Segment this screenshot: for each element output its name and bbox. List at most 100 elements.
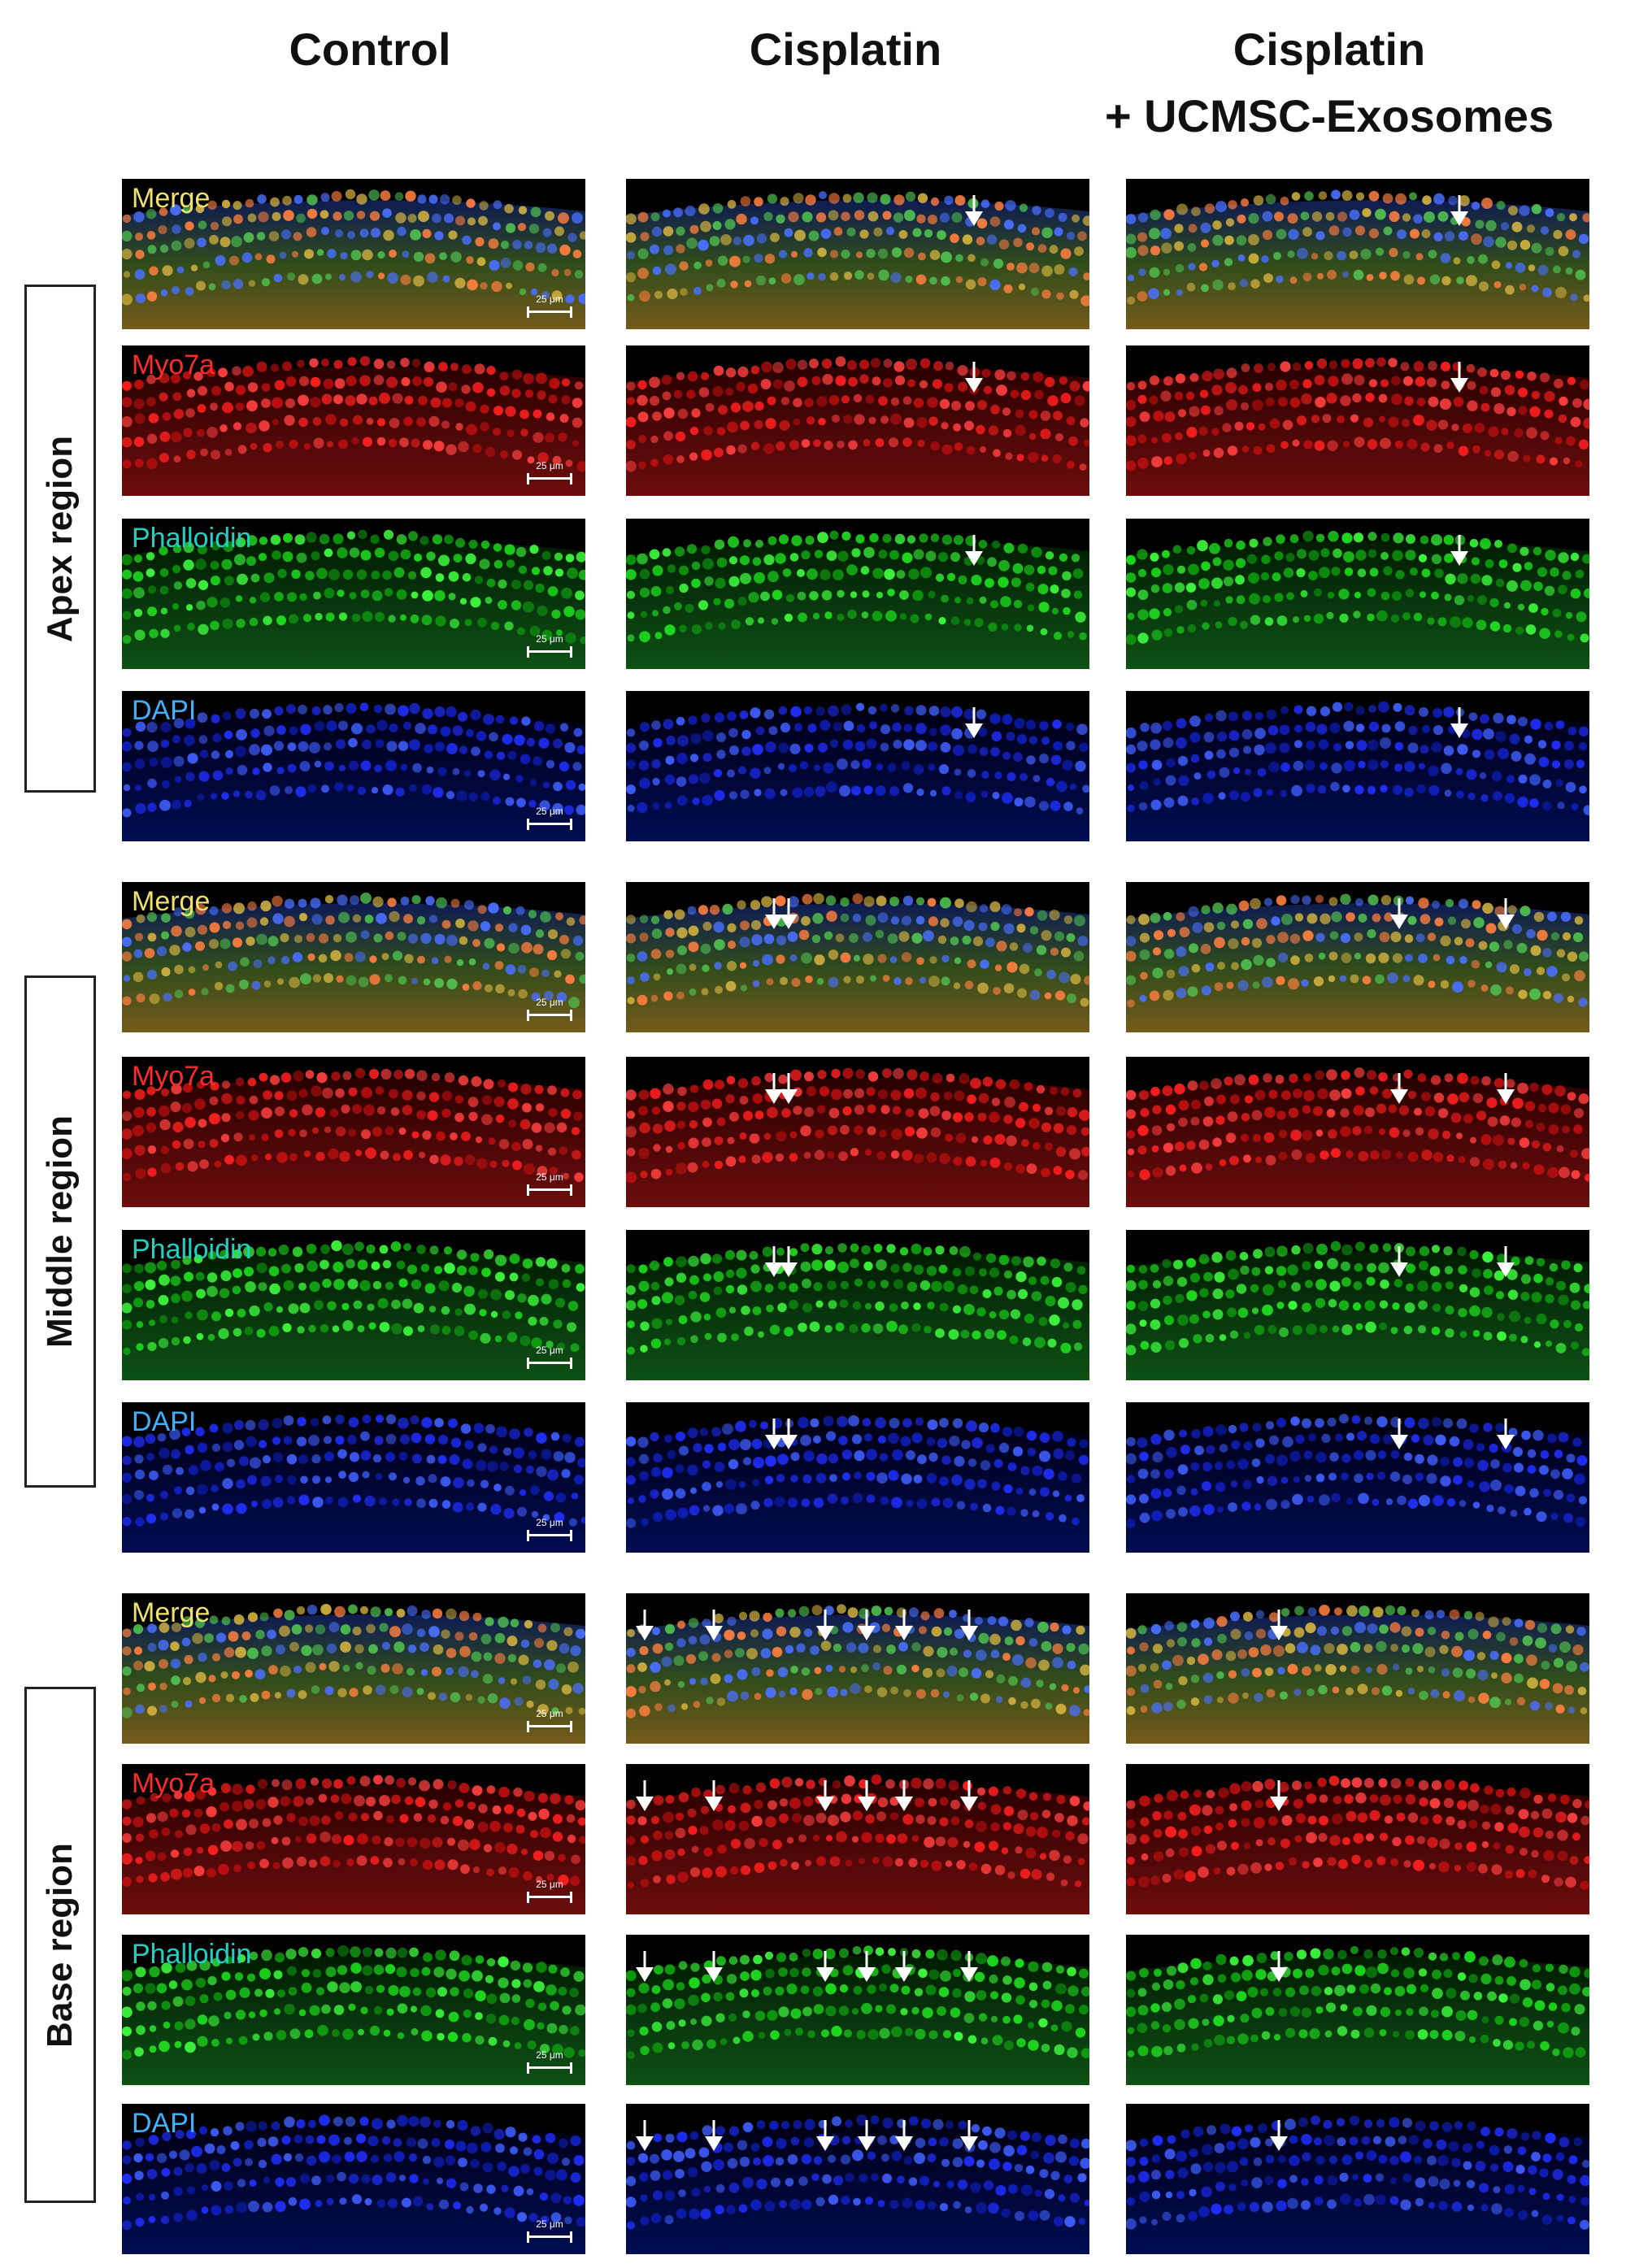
- scale-bar-line: [527, 1896, 572, 1898]
- down-arrow-icon: [856, 1949, 877, 1983]
- apex-myo7a-control-scale-bar: 25 μm: [525, 460, 574, 484]
- micrograph-image: [122, 1935, 585, 2085]
- micrograph-image: [122, 345, 585, 496]
- apex-myo7a-cisplatin-panel: [626, 345, 1089, 496]
- down-arrow-icon: [959, 1779, 980, 1813]
- scale-bar-tick: [527, 2062, 529, 2074]
- down-arrow-icon: [959, 1949, 980, 1983]
- apex-myo7a-control-channel-label: Myo7a: [132, 350, 215, 380]
- scale-bar-tick: [570, 1721, 572, 1732]
- down-arrow-icon: [1495, 897, 1516, 931]
- micrograph-image: [122, 1230, 585, 1380]
- down-arrow-icon: [1495, 1417, 1516, 1451]
- scale-bar-label: 25 μm: [536, 293, 563, 305]
- middle-merge-cisplatin-panel: [626, 882, 1089, 1032]
- column-header-cisplatin-exosomes: Cisplatin + UCMSC-Exosomes: [1104, 24, 1554, 141]
- down-arrow-icon: [815, 1949, 836, 1983]
- base-dapi-cisplatin-exosomes-panel: [1126, 2104, 1589, 2254]
- scale-bar-label: 25 μm: [536, 2049, 563, 2061]
- down-arrow-icon: [703, 1949, 724, 1983]
- down-arrow-icon: [959, 2118, 980, 2153]
- middle-dapi-cisplatin-exosomes-panel: [1126, 1402, 1589, 1553]
- base-merge-cisplatin-exosomes-panel: [1126, 1593, 1589, 1744]
- down-arrow-icon: [763, 1071, 785, 1106]
- apex-myo7a-control-panel: Myo7a 25 μm: [122, 345, 585, 496]
- down-arrow-icon: [893, 1608, 915, 1642]
- down-arrow-icon: [763, 1245, 785, 1279]
- down-arrow-icon: [815, 1608, 836, 1642]
- region-label-middle-text: Middle region: [40, 1115, 80, 1348]
- micrograph-image: [122, 1402, 585, 1553]
- middle-dapi-control-scale-bar: 25 μm: [525, 1517, 574, 1541]
- down-arrow-icon: [893, 1779, 915, 1813]
- middle-myo7a-control-channel-label: Myo7a: [132, 1061, 215, 1092]
- scale-bar-tick: [527, 1184, 529, 1196]
- micrograph-image: [1126, 1764, 1589, 1914]
- apex-merge-control-channel-label: Merge: [132, 183, 211, 214]
- scale-bar-tick: [570, 1184, 572, 1196]
- apex-dapi-cisplatin-exosomes-panel: [1126, 691, 1589, 841]
- micrograph-image: [626, 345, 1089, 496]
- micrograph-image: [122, 691, 585, 841]
- down-arrow-icon: [1389, 1417, 1410, 1451]
- scale-bar-line: [527, 823, 572, 825]
- down-arrow-icon: [963, 706, 985, 740]
- base-phalloidin-control-channel-label: Phalloidin: [132, 1939, 252, 1970]
- base-merge-control-panel: Merge 25 μm: [122, 1593, 585, 1744]
- apex-dapi-control-panel: DAPI 25 μm: [122, 691, 585, 841]
- base-phalloidin-control-panel: Phalloidin 25 μm: [122, 1935, 585, 2085]
- scale-bar-line: [527, 1725, 572, 1727]
- micrograph-image: [122, 519, 585, 669]
- down-arrow-icon: [634, 1608, 655, 1642]
- base-dapi-control-channel-label: DAPI: [132, 2108, 197, 2139]
- micrograph-image: [626, 1402, 1089, 1553]
- micrograph-image: [626, 1764, 1089, 1914]
- base-phalloidin-control-scale-bar: 25 μm: [525, 2049, 574, 2074]
- micrograph-image: [122, 1593, 585, 1744]
- scale-bar-line: [527, 311, 572, 313]
- apex-phalloidin-cisplatin-exosomes-panel: [1126, 519, 1589, 669]
- micrograph-image: [626, 519, 1089, 669]
- apex-phalloidin-control-scale-bar: 25 μm: [525, 633, 574, 658]
- down-arrow-icon: [959, 1608, 980, 1642]
- down-arrow-icon: [1449, 193, 1470, 228]
- down-arrow-icon: [763, 1417, 785, 1451]
- column-header-control: Control: [289, 24, 451, 75]
- region-label-base: Base region: [24, 1687, 96, 2203]
- base-merge-control-scale-bar: 25 μm: [525, 1708, 574, 1732]
- micrograph-image: [122, 1764, 585, 1914]
- down-arrow-icon: [703, 1779, 724, 1813]
- micrograph-image: [1126, 519, 1589, 669]
- scale-bar-label: 25 μm: [536, 2218, 563, 2230]
- scale-bar-tick: [527, 1892, 529, 1903]
- middle-myo7a-cisplatin-panel: [626, 1057, 1089, 1207]
- apex-merge-control-scale-bar: 25 μm: [525, 293, 574, 318]
- middle-merge-control-scale-bar: 25 μm: [525, 997, 574, 1021]
- micrograph-image: [122, 882, 585, 1032]
- down-arrow-icon: [778, 897, 799, 931]
- column-header-cisplatin: Cisplatin: [749, 24, 942, 75]
- down-arrow-icon: [1268, 1949, 1289, 1983]
- scale-bar-tick: [570, 646, 572, 658]
- scale-bar-tick: [570, 1530, 572, 1541]
- scale-bar-label: 25 μm: [536, 460, 563, 471]
- down-arrow-icon: [856, 2118, 877, 2153]
- down-arrow-icon: [856, 1779, 877, 1813]
- scale-bar-tick: [570, 473, 572, 484]
- middle-merge-control-channel-label: Merge: [132, 886, 211, 917]
- middle-myo7a-cisplatin-exosomes-panel: [1126, 1057, 1589, 1207]
- down-arrow-icon: [1389, 897, 1410, 931]
- micrograph-image: [626, 882, 1089, 1032]
- apex-myo7a-cisplatin-exosomes-panel: [1126, 345, 1589, 496]
- base-phalloidin-cisplatin-exosomes-panel: [1126, 1935, 1589, 2085]
- down-arrow-icon: [893, 1949, 915, 1983]
- scale-bar-line: [527, 1362, 572, 1364]
- scale-bar-tick: [570, 1358, 572, 1369]
- micrograph-image: [1126, 1057, 1589, 1207]
- down-arrow-icon: [1268, 1779, 1289, 1813]
- scale-bar-line: [527, 1188, 572, 1191]
- middle-myo7a-control-panel: Myo7a 25 μm: [122, 1057, 585, 1207]
- down-arrow-icon: [763, 897, 785, 931]
- region-label-apex-text: Apex region: [40, 435, 80, 642]
- micrograph-image: [1126, 1935, 1589, 2085]
